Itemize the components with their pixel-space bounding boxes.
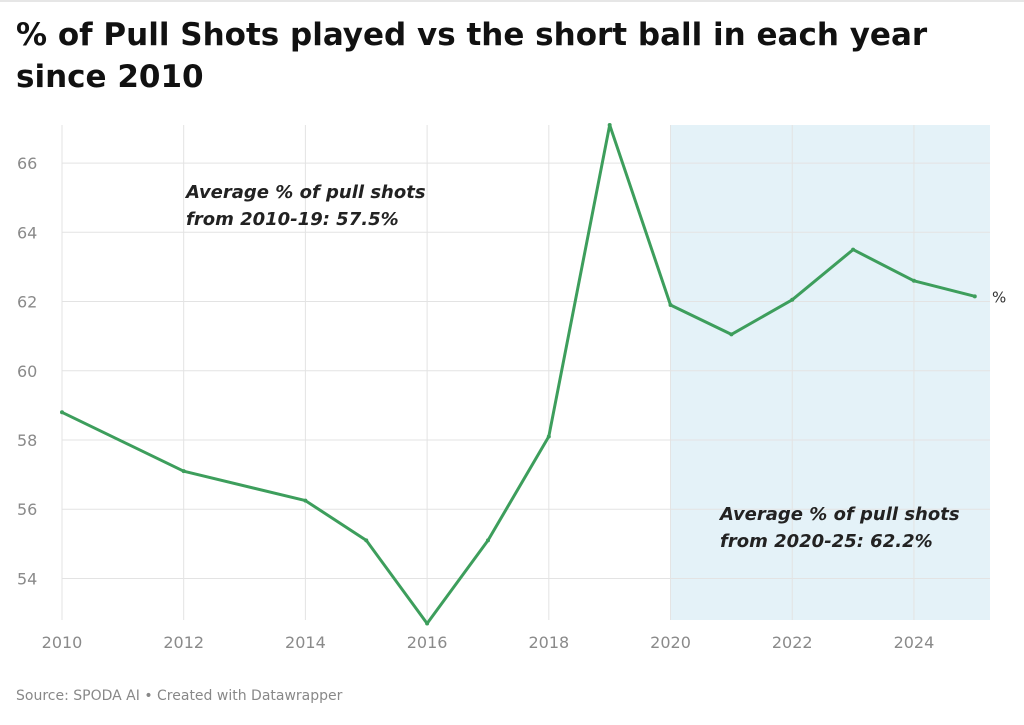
y-tick-label: 60 — [17, 362, 37, 381]
x-tick-label: 2022 — [772, 633, 813, 652]
y-tick-label: 64 — [17, 223, 37, 242]
data-point-2016 — [425, 621, 430, 626]
annotation-line: from 2020-25: 62.2% — [720, 531, 933, 552]
chart-title: % of Pull Shots played vs the short ball… — [16, 17, 928, 95]
x-tick-label: 2018 — [528, 633, 569, 652]
y-tick-label: 56 — [17, 500, 37, 519]
x-tick-label: 2016 — [407, 633, 448, 652]
highlight-band-2020-2025 — [670, 125, 990, 620]
data-point-2014 — [303, 498, 308, 503]
data-point-2021 — [729, 332, 734, 337]
x-tick-label: 2014 — [285, 633, 326, 652]
x-tick-label: 2020 — [650, 633, 691, 652]
x-tick-label: 2024 — [894, 633, 935, 652]
annotation-1: Average % of pull shots from 2010-19: 57.… — [184, 182, 426, 230]
x-tick-label: 2010 — [42, 633, 83, 652]
data-point-2015 — [364, 538, 369, 543]
end-unit-label: % — [992, 288, 1006, 306]
y-tick-label: 54 — [17, 569, 37, 588]
data-point-2020 — [668, 303, 673, 307]
data-point-2025 — [972, 294, 977, 299]
annotation-line: from 2010-19: 57.5% — [186, 209, 399, 230]
top-rule — [0, 0, 1024, 2]
data-point-2012 — [181, 469, 186, 474]
annotation-2: Average % of pull shots from 2020-25: 62.… — [718, 504, 960, 552]
data-point-2010 — [60, 410, 64, 415]
annotation-line: Average % of pull shots — [718, 504, 960, 525]
series-line — [60, 123, 977, 625]
y-tick-label: 66 — [17, 154, 37, 173]
y-tick-label: 62 — [17, 293, 37, 312]
data-point-2022 — [790, 297, 795, 302]
x-tick-label: 2012 — [163, 633, 204, 652]
data-point-2017 — [485, 538, 490, 543]
y-tick-label: 58 — [17, 431, 37, 450]
annotation-line: Average % of pull shots — [184, 182, 426, 203]
chart-footer: Source: SPODA AI • Created with Datawrap… — [16, 688, 343, 704]
data-point-2023 — [851, 247, 856, 252]
data-point-2019 — [607, 123, 612, 127]
data-point-2024 — [911, 278, 916, 283]
data-point-2018 — [546, 434, 551, 439]
